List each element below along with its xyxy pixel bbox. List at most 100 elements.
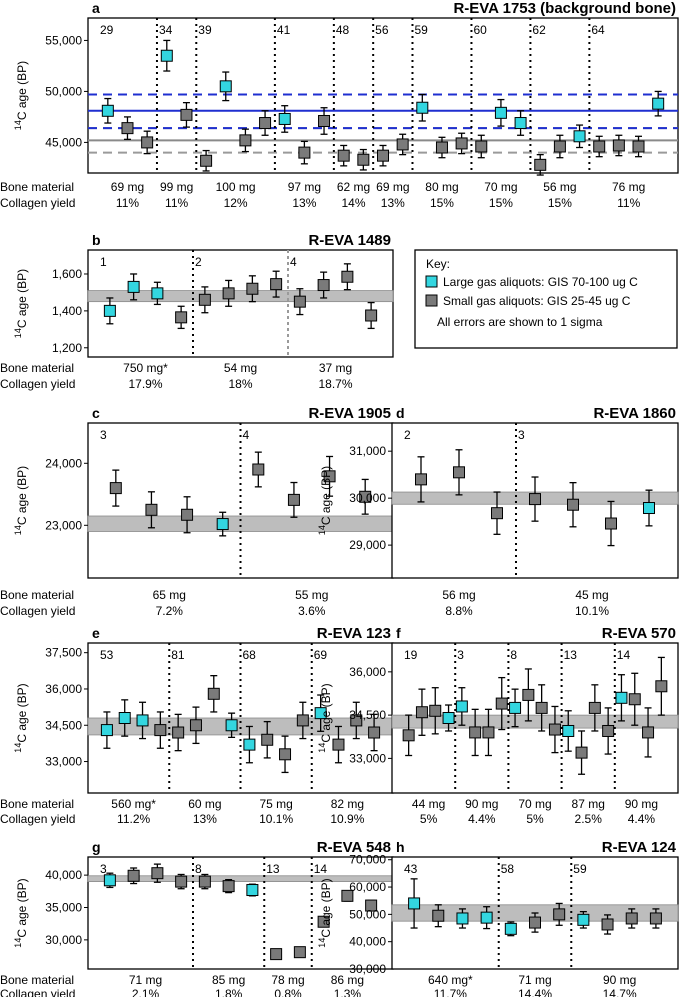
data-point-small [649, 912, 662, 925]
y-tick-label: 33,000 [45, 755, 82, 769]
data-point-large [504, 922, 517, 935]
data-point-small [455, 137, 468, 150]
data-point-large [246, 884, 259, 897]
panel-label: d [396, 405, 405, 421]
bone-material-value: 80 mg [425, 180, 458, 194]
group-number: 53 [100, 648, 114, 662]
data-point-small [270, 948, 283, 961]
data-point-small [141, 136, 154, 149]
data-point-large [216, 518, 229, 531]
group-number: 59 [414, 23, 428, 37]
data-point-small [491, 507, 503, 520]
data-point-small [279, 748, 292, 761]
group-number: 4 [243, 428, 250, 442]
data-point-large [408, 897, 421, 910]
group-number: 64 [591, 23, 605, 37]
data-point-large [103, 874, 116, 887]
collagen-yield-value: 10.1% [575, 604, 609, 618]
y-tick-label: 30,000 [45, 933, 82, 947]
data-point-small [396, 138, 409, 151]
data-point-small [632, 140, 645, 153]
data-point-small [261, 733, 274, 746]
bone-material-value: 75 mg [259, 797, 292, 811]
collagen-yield-value: 3.6% [298, 604, 326, 618]
collagen-yield-value: 1.3% [334, 987, 362, 997]
data-point-small [109, 482, 122, 495]
data-point-small [522, 688, 535, 701]
data-point-large [643, 502, 655, 515]
data-point-small [453, 466, 465, 479]
collagen-yield-value: 12% [224, 196, 248, 210]
y-axis-label-base: C age (BP) [15, 269, 29, 328]
collagen-yield-value: 15% [430, 196, 454, 210]
y-tick-label: 1,200 [52, 341, 82, 355]
data-point-large [127, 280, 140, 293]
data-point-large [442, 712, 455, 724]
row-label-collagen: Collagen yield [0, 812, 75, 826]
data-point-small [529, 493, 541, 506]
data-point-small [154, 724, 167, 737]
data-point-small [482, 726, 495, 739]
y-axis-label: 14C age (BP) [13, 466, 29, 535]
collagen-yield-value: 18% [228, 377, 252, 391]
bone-material-value: 90 mg [603, 973, 636, 987]
data-point-small [239, 134, 252, 147]
data-point-small [625, 912, 638, 925]
collagen-yield-value: 11.2% [117, 812, 150, 826]
legend-key: Key: Large gas aliquots: GIS 70-100 ug C… [414, 249, 678, 349]
y-tick-label: 37,500 [45, 646, 82, 660]
bone-material-value: 45 mg [575, 588, 608, 602]
data-point-small [548, 723, 561, 736]
collagen-yield-value: 14.7% [603, 987, 637, 997]
data-point-large [314, 707, 327, 720]
group-number: 3 [518, 428, 525, 442]
collagen-yield-value: 14.4% [518, 987, 552, 997]
data-point-large [509, 701, 522, 714]
collagen-yield-value: 14% [342, 196, 366, 210]
y-axis-label-sup: 14 [13, 120, 23, 130]
panel-title: R-EVA 1860 [593, 405, 676, 422]
panel-d: 29,000 30,000 31,000 14C age (BP) d R-EVA 186… [317, 405, 679, 618]
collagen-yield-value: 7.2% [156, 604, 184, 618]
bone-material-value: 97 mg [288, 180, 321, 194]
y-tick-label: 40,000 [45, 868, 82, 882]
data-point-small [287, 493, 300, 506]
legend-large-swatch [425, 275, 438, 288]
data-point-small [368, 726, 381, 739]
group-number: 4 [290, 255, 297, 269]
data-point-small [612, 139, 625, 152]
y-tick-label: 55,000 [45, 33, 82, 47]
group-number: 69 [314, 648, 328, 662]
y-axis-label: 14C age (BP) [13, 269, 29, 338]
data-point-large [562, 724, 575, 737]
y-tick-label: 40,000 [349, 935, 386, 949]
mean-band [87, 290, 394, 303]
y-axis-label-base: C age (BP) [15, 466, 29, 525]
bone-material-value: 71 mg [129, 973, 162, 987]
bone-material-value: 640 mg* [428, 973, 473, 987]
panel-title: R-EVA 1905 [308, 405, 391, 422]
y-tick-label: 29,000 [349, 538, 386, 552]
data-point-small [207, 687, 220, 700]
data-point-small [495, 697, 508, 710]
y-axis-label-base: C age (BP) [319, 878, 333, 937]
y-tick-label: 31,000 [349, 444, 386, 458]
data-point-small [415, 706, 428, 719]
y-axis-label-base: C age (BP) [15, 683, 29, 742]
panel-label: c [92, 405, 100, 421]
bone-material-value: 56 mg [543, 180, 576, 194]
collagen-yield-value: 13% [381, 196, 405, 210]
y-tick-label: 24,000 [45, 456, 82, 470]
collagen-yield-value: 13% [292, 196, 316, 210]
bone-material-value: 54 mg [224, 361, 257, 375]
bone-material-value: 90 mg [625, 797, 658, 811]
bone-material-value: 90 mg [465, 797, 498, 811]
data-point-small [332, 738, 345, 751]
bone-material-value: 750 mg* [123, 361, 168, 375]
group-number: 2 [404, 428, 411, 442]
data-point-small [317, 915, 330, 928]
data-point-small [341, 889, 354, 902]
data-point-large [103, 304, 116, 317]
